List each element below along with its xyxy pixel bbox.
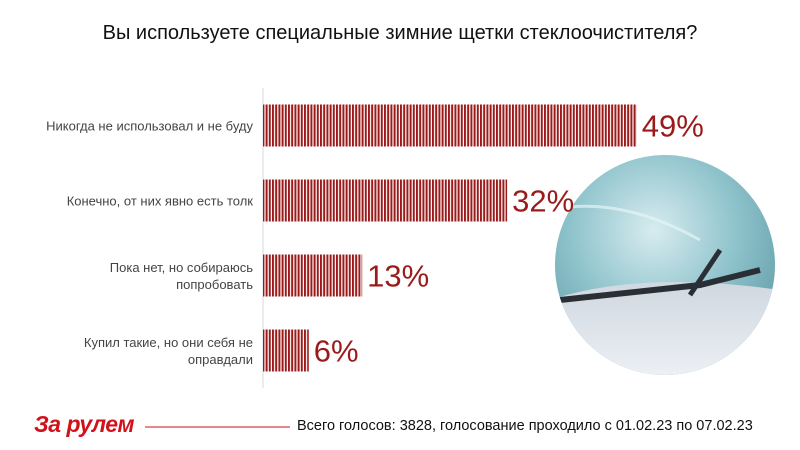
bar [263,179,508,222]
chart-title: Вы используете специальные зимние щетки … [102,22,698,44]
photo [555,155,775,375]
footnote: Всего голосов: 3828, голосование проходи… [297,418,753,434]
value-label: 32% [512,184,574,219]
value-label: 49% [642,109,704,144]
bar [263,104,637,147]
bar [263,254,363,297]
category-label: Никогда не использовал и не буду [46,118,253,133]
logo: За рулем [34,411,135,437]
bar [263,329,309,372]
value-label: 6% [314,334,359,369]
category-label: Купил такие, но они себя не оправдали [83,334,253,367]
category-label: Конечно, от них явно есть толк [66,193,253,208]
category-label: Пока нет, но собираюсь попробовать [109,259,253,292]
value-label: 13% [367,259,429,294]
